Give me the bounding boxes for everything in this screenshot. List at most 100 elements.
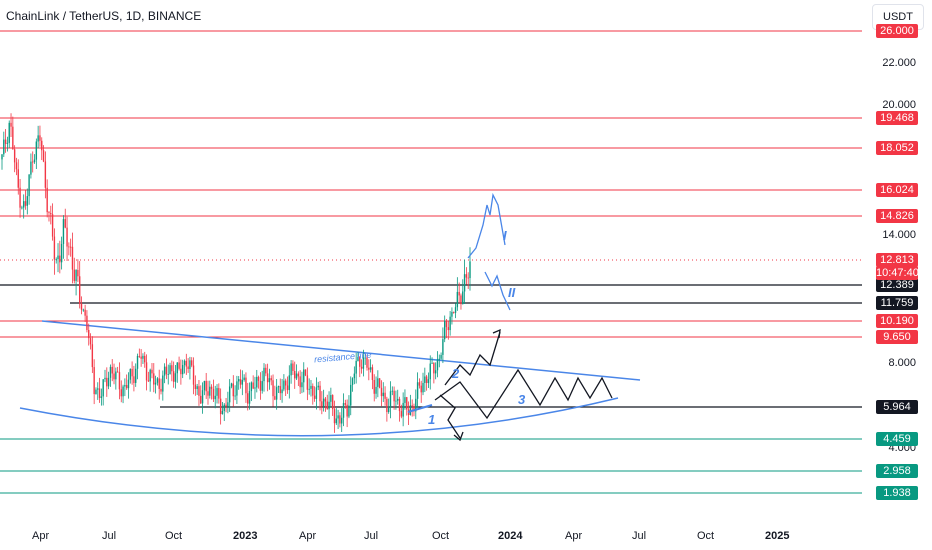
candle-body [398,398,401,412]
candle-body [66,227,68,247]
candle-body [165,366,168,375]
candle-body [434,370,437,374]
candle-body [333,409,336,424]
candle-body [120,389,122,397]
x-tick-label: Jul [364,530,379,542]
candle-body [163,366,166,376]
resistance-line [41,320,641,381]
candle-body [127,379,130,389]
candle-body [400,411,403,417]
candle-body [32,161,34,163]
candle-body [73,269,75,281]
level-label-2: 18.052 [876,141,918,155]
candle-body [100,396,103,398]
x-tick-label: Oct [165,530,183,542]
candle-body [144,355,146,363]
candle-body [51,214,54,237]
candle-body [386,398,388,413]
candle-body [178,362,180,369]
candle-body [252,382,254,389]
candle-body [279,386,281,394]
projection-path-down [439,394,461,439]
candle-body [196,386,198,390]
candle-body [82,309,85,311]
candle-body [415,398,417,412]
candle-body [26,196,28,206]
candle-body [440,354,442,359]
candle-body [95,389,97,395]
candle-body [238,379,240,382]
x-tick-label: Apr [565,530,583,542]
candle-body [411,405,413,407]
candle-body [254,387,256,389]
candle-body [129,368,131,380]
candle-body [389,391,392,408]
candle-body [344,403,347,405]
candle-body [319,385,321,402]
level-label-6: 11.759 [876,296,918,310]
candle-body [158,378,160,389]
candle-body [225,404,227,407]
candle-body [458,291,460,296]
candle-body [115,371,117,380]
candle-body [322,398,325,407]
candle-body [50,213,52,215]
candle-body [445,320,448,328]
candle-body [290,363,292,376]
candle-body [28,174,30,197]
wave-path-blue-2 [484,271,511,311]
candle-body [371,367,374,381]
candle-body [427,379,430,384]
candle-body [393,390,395,402]
candle-body [111,366,113,374]
wave-label-2: 2 [452,366,460,381]
candle-body [104,377,106,380]
candle-body [362,357,365,369]
candle-body [263,367,265,382]
candle-body [39,135,41,141]
candle-body [84,309,86,316]
candle-body [8,122,10,143]
candle-body [35,141,38,160]
chart-title: ChainLink / TetherUS, 1D, BINANCE [6,9,202,23]
candle-body [324,398,327,402]
candle-body [433,362,435,374]
level-label-4: 14.826 [876,209,918,223]
candle-body [41,140,43,151]
candle-body [102,379,104,397]
level-label-5: 12.389 [876,278,918,292]
candle-body [80,303,83,310]
wave-label-ii: II [508,285,516,300]
candle-body [359,357,361,367]
candle-body [360,366,363,369]
current-price-label: 12.813 [876,253,918,267]
candle-body [328,401,330,410]
candle-body [227,402,229,407]
candle-body [88,329,90,339]
candle-body [265,367,267,374]
candle-body [228,386,231,403]
candle-body [209,386,211,396]
candle-body [98,388,101,398]
candle-body [138,355,141,357]
candle-body [247,393,249,404]
candle-body [272,380,274,397]
x-tick-label: 2025 [765,530,790,542]
candle-body [294,370,296,379]
candle-body [122,386,124,397]
candle-body [373,380,375,394]
candle-body [207,391,209,396]
wave-label-i: I [503,228,507,243]
candle-body [107,377,110,387]
candle-body [223,404,225,411]
x-tick-label: Oct [697,530,715,542]
candle-body [15,162,18,170]
candle-body [201,390,204,404]
candle-body [346,404,348,417]
candle-body [174,373,177,382]
candle-body [214,395,216,400]
candle-body [205,380,207,392]
wave-label-1: 1 [428,412,436,427]
y-tick-label: 22.000 [882,57,916,69]
